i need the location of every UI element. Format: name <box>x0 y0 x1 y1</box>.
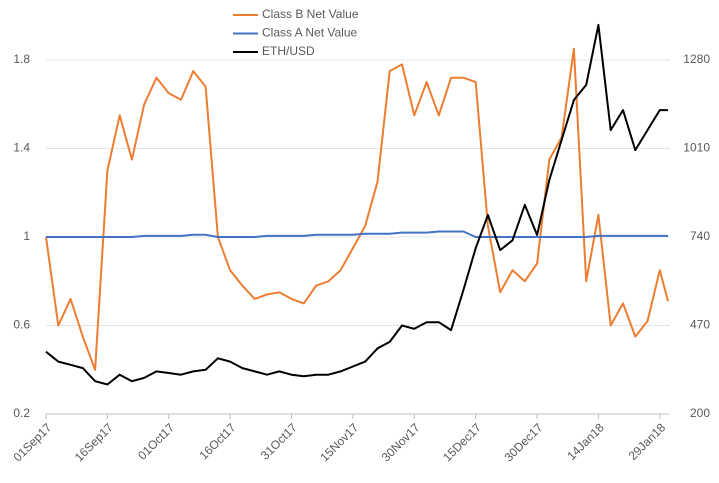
legend-label: Class B Net Value <box>262 7 359 21</box>
legend-label: Class A Net Value <box>262 26 357 40</box>
y-tick-label: 1.8 <box>13 52 30 66</box>
x-tick-label: 15Nov17 <box>317 420 361 464</box>
x-tick-label: 14Jan18 <box>564 420 607 463</box>
legend-label: ETH/USD <box>262 44 315 58</box>
y-tick-label: 1.4 <box>13 141 30 155</box>
x-tick-label: 16Oct17 <box>197 420 239 462</box>
series-line <box>45 47 669 371</box>
y2-tick-label: 200 <box>690 406 710 420</box>
y-tick-label: 0.6 <box>13 318 30 332</box>
series-line <box>46 230 668 238</box>
x-tick-label: 29Jan18 <box>626 420 669 463</box>
x-tick-label: 16Sep17 <box>72 420 116 464</box>
y-tick-label: 0.2 <box>13 406 30 420</box>
x-tick-label: 30Nov17 <box>379 420 423 464</box>
y2-tick-label: 740 <box>690 229 710 243</box>
y2-tick-label: 1280 <box>683 52 710 66</box>
y2-tick-label: 470 <box>690 318 710 332</box>
x-tick-label: 01Oct17 <box>135 420 177 462</box>
y2-tick-label: 1010 <box>683 141 710 155</box>
y-tick-label: 1 <box>23 229 30 243</box>
x-tick-label: 31Oct17 <box>258 420 300 462</box>
x-tick-label: 15Dec17 <box>440 420 484 464</box>
series-line <box>45 23 668 386</box>
x-tick-label: 30Dec17 <box>502 420 546 464</box>
x-tick-label: 01Sep17 <box>10 420 54 464</box>
